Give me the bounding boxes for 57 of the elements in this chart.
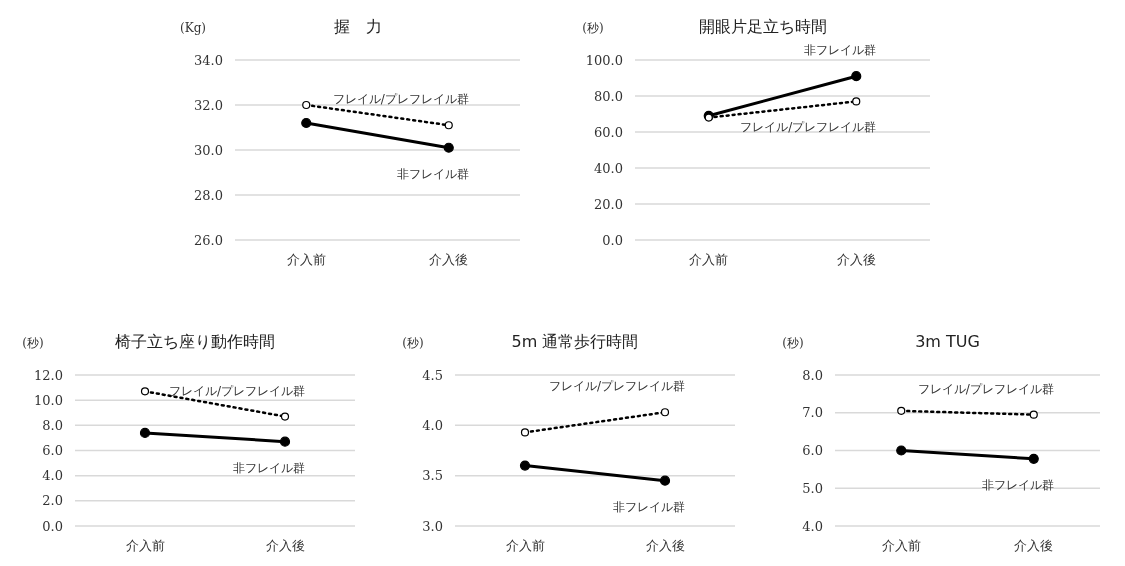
x-tick-label: 介入前 (505, 538, 545, 553)
series-label: 非フレイル群 (233, 460, 305, 475)
y-tick-label: 10.0 (34, 392, 63, 408)
y-tick-label: 4.0 (422, 417, 443, 433)
y-tick-label: 3.5 (422, 468, 443, 484)
y-axis-title: (Kg) (179, 21, 207, 35)
series-label: 非フレイル群 (613, 499, 685, 514)
y-tick-label: 80.0 (594, 88, 623, 104)
chart-title: 握 力 (333, 17, 382, 36)
y-tick-label: 20.0 (594, 196, 623, 212)
y-axis-title: (秒) (22, 336, 44, 350)
x-tick-label: 介入前 (689, 252, 729, 267)
chart-title: 椅子立ち座り動作時間 (115, 332, 275, 351)
y-tick-label: 28.0 (194, 187, 223, 203)
series-label: フレイル/プレフレイル群 (917, 381, 1054, 396)
x-tick-label: 介入前 (286, 252, 326, 267)
y-axis-title: (秒) (782, 336, 804, 350)
y-tick-label: 4.0 (42, 468, 63, 484)
x-tick-label: 介入前 (125, 538, 165, 553)
y-tick-label: 100.0 (585, 52, 623, 68)
series-label: 非フレイル群 (396, 166, 469, 181)
y-tick-label: 60.0 (594, 124, 623, 140)
y-tick-label: 30.0 (194, 142, 223, 158)
y-tick-label: 8.0 (802, 367, 823, 383)
y-axis-title: (秒) (402, 336, 424, 350)
y-tick-label: 8.0 (42, 417, 63, 433)
y-tick-label: 7.0 (802, 405, 823, 421)
x-tick-label: 介入後 (429, 252, 469, 267)
y-tick-label: 12.0 (34, 367, 63, 383)
y-tick-label: 5.0 (802, 480, 823, 496)
x-tick-label: 介入前 (881, 538, 921, 553)
y-tick-label: 0.0 (42, 518, 63, 534)
y-tick-label: 40.0 (594, 160, 623, 176)
series-label: フレイル/プレフレイル群 (740, 120, 877, 135)
chart-title: 3m TUG (915, 332, 980, 351)
x-tick-label: 介入後 (265, 538, 305, 553)
y-tick-label: 4.0 (802, 518, 823, 534)
series-label: 非フレイル群 (804, 43, 877, 58)
x-tick-label: 介入後 (836, 252, 876, 267)
y-tick-label: 34.0 (194, 52, 223, 68)
y-tick-label: 2.0 (42, 493, 63, 509)
y-tick-label: 4.5 (422, 367, 443, 383)
y-tick-label: 3.0 (422, 518, 443, 534)
text: フレイル/プレフレイル群 (548, 379, 685, 394)
y-tick-label: 6.0 (42, 443, 63, 459)
chart-title: 開眼片足立ち時間 (698, 17, 827, 36)
y-tick-label: 0.0 (602, 232, 623, 248)
y-tick-label: 26.0 (194, 232, 223, 248)
series-label: フレイル/プレフレイル群 (332, 92, 469, 107)
series-label: 非フレイル群 (981, 477, 1054, 492)
chart-title: 5m 通常歩行時間 (511, 332, 639, 351)
y-tick-label: 6.0 (802, 443, 823, 459)
x-tick-label: 介入後 (645, 538, 685, 553)
y-axis-title: (秒) (582, 21, 604, 35)
y-tick-label: 32.0 (194, 97, 223, 113)
series-label: フレイル/プレフレイル群 (168, 383, 305, 398)
x-tick-label: 介入後 (1014, 538, 1054, 553)
